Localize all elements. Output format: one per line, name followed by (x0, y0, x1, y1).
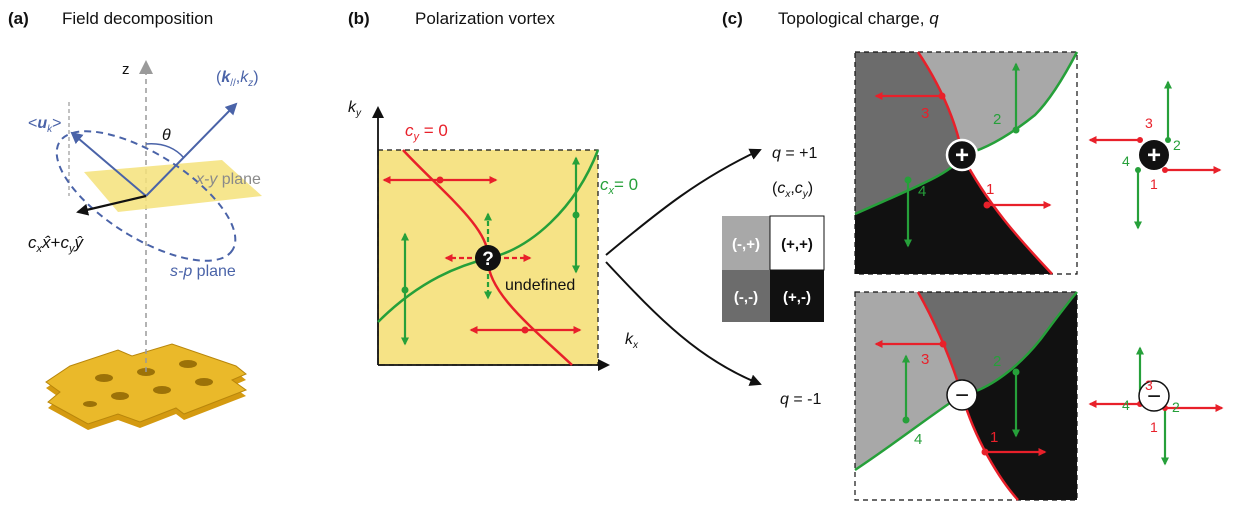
minus-mini-label-3: 3 (1145, 377, 1153, 393)
panel-b: ky kx cy = 0 cx= 0 (348, 99, 639, 371)
plus-mini-label-2: 2 (1173, 137, 1181, 153)
charge-minus-label: q = -1 (780, 391, 821, 408)
charge-plus-mini: + 3 2 4 1 (1088, 80, 1222, 230)
k-vector (145, 102, 238, 197)
panel-a-title-text: Field decomposition (62, 9, 213, 28)
plus-mini-label-1: 1 (1150, 176, 1158, 192)
connector-to-plus (605, 148, 762, 256)
undefined-label: undefined (505, 277, 575, 294)
minus-mini-symbol: − (1147, 383, 1161, 410)
charge-minus-mini: − 3 2 4 1 (1088, 346, 1224, 466)
plus-label-1: 1 (986, 181, 994, 198)
plus-label-4: 4 (918, 183, 926, 200)
theta-arc (145, 143, 185, 159)
legend-label-3: (+,-) (783, 289, 811, 306)
minus-label-4: 4 (914, 431, 922, 448)
charge-plus-label: q = +1 (772, 145, 817, 162)
charge-minus-panel: 3 2 4 1 − (854, 291, 1078, 501)
legend-cell-1 (769, 215, 825, 271)
charge-plus-panel: 3 2 4 1 + (854, 51, 1079, 275)
panel-b-title-text: Polarization vortex (415, 9, 555, 28)
panel-a: z θ (k//,kz) <uk> x-y plane s-p plane cx… (28, 60, 262, 430)
uk-label: <uk> (28, 115, 61, 135)
plus-charge-symbol: + (955, 142, 969, 169)
cy-zero-arrow-top (382, 176, 498, 184)
singular-symbol: ? (482, 249, 494, 270)
legend-header: (cx,cy) (772, 180, 813, 200)
ky-label: ky (348, 99, 362, 119)
projection-label: cxx̂+cyŷ (28, 233, 84, 255)
panel-a-title: (a) Field decomposition (8, 9, 213, 28)
z-axis-label: z (122, 61, 130, 78)
projection-vector (76, 194, 147, 216)
panel-a-letter: (a) (8, 9, 29, 28)
panel-b-letter: (b) (348, 9, 370, 28)
sp-plane-ellipse (55, 130, 237, 262)
sign-legend: (cx,cy) (-,+) (+,+) (-,-) (+,-) (722, 180, 825, 322)
minus-label-1: 1 (990, 429, 998, 446)
minus-mini-label-2: 2 (1172, 399, 1180, 415)
cx-zero-label: cx= 0 (600, 175, 638, 197)
minus-mini-marker (1138, 380, 1170, 412)
connector-to-minus (605, 261, 762, 386)
plus-label-3: 3 (921, 105, 929, 122)
minus-charge-symbol: − (955, 382, 969, 409)
legend-label-1: (+,+) (781, 236, 813, 253)
panel-c-title: (c) Topological charge, q (722, 9, 939, 28)
legend-label-0: (-,+) (732, 236, 760, 253)
cx-zero-arrow-right (572, 156, 580, 274)
minus-label-3: 3 (921, 351, 929, 368)
panel-c-title-text: Topological charge, q (778, 9, 939, 28)
k-vector-label: (k//,kz) (216, 69, 259, 89)
singular-point (475, 245, 501, 271)
cy-zero-arrow-bottom (469, 326, 582, 334)
legend-cell-2 (722, 270, 770, 322)
plus-mini-label-4: 4 (1122, 153, 1130, 169)
sp-plane-label: s-p plane (170, 263, 236, 280)
photonic-slab (45, 343, 248, 430)
legend-label-2: (-,-) (734, 289, 758, 306)
panel-b-title: (b) Polarization vortex (348, 9, 555, 28)
cy-zero-label: cy = 0 (405, 121, 448, 143)
cx-zero-arrow-left (401, 232, 409, 346)
plus-charge-marker (945, 138, 979, 172)
panel-c-letter: (c) (722, 9, 743, 28)
theta-label: θ (162, 127, 171, 144)
minus-charge-marker (946, 379, 978, 411)
minus-mini-label-1: 1 (1150, 419, 1158, 435)
plus-label-2: 2 (993, 111, 1001, 128)
minus-label-2: 2 (993, 353, 1001, 370)
uk-vector (70, 131, 147, 197)
xy-plane-label: x-y plane (195, 171, 261, 188)
singular-dashed-arrows (444, 212, 532, 300)
minus-mini-label-4: 4 (1122, 397, 1130, 413)
plus-mini-label-3: 3 (1145, 115, 1153, 131)
legend-cell-0 (722, 216, 770, 270)
kx-label: kx (625, 331, 639, 351)
plus-mini-marker (1139, 140, 1169, 170)
legend-cell-3 (770, 270, 824, 322)
plus-mini-symbol: + (1147, 142, 1161, 169)
